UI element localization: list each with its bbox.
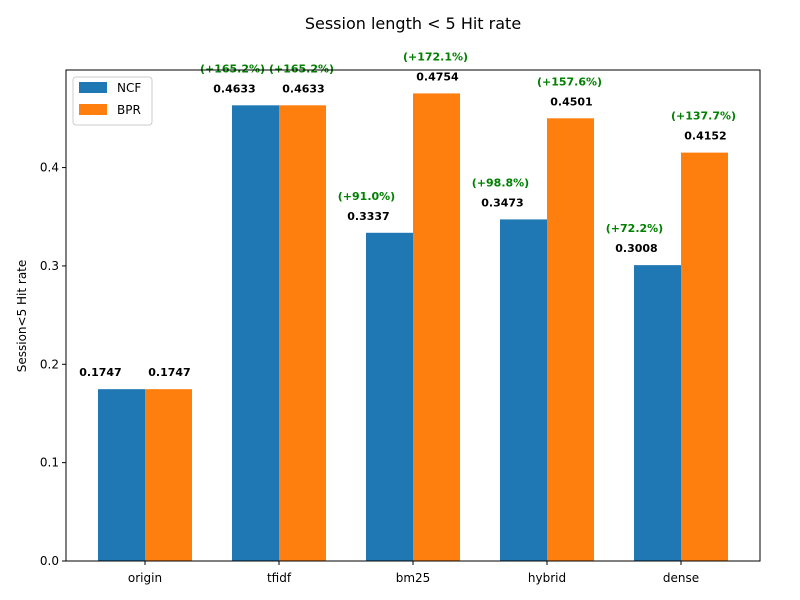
legend-swatch-ncf (79, 82, 107, 93)
legend: NCF BPR (72, 76, 153, 126)
bar-ncf-tfidf (232, 105, 279, 561)
bar-bpr-origin (145, 389, 192, 561)
bar-bpr-dense (681, 152, 728, 562)
y-tick-label: 0.3 (40, 259, 59, 273)
bar-bpr-hybrid (547, 118, 594, 562)
chart-title: Session length < 5 Hit rate (305, 14, 521, 33)
axes: origin tfidf bm25 hybrid dense 0.0 0.1 0.2 0.3 0.… (40, 161, 699, 585)
legend-swatch-bpr (79, 104, 107, 115)
x-tick-label: origin (128, 571, 162, 585)
data-label: 0.4754 (416, 70, 459, 83)
bar-ncf-hybrid (500, 219, 547, 561)
change-label: (+157.6%) (537, 75, 602, 88)
bar-ncf-dense (634, 265, 681, 561)
change-label: (+165.2%) (200, 62, 265, 75)
bar-ncf-bm25 (366, 232, 413, 562)
data-label: 0.4633 (282, 82, 324, 95)
y-tick-label: 0.4 (40, 161, 59, 175)
x-tick-label: tfidf (267, 571, 292, 585)
data-label: 0.1747 (148, 366, 190, 379)
data-label: 0.3473 (481, 196, 523, 209)
bar-bpr-bm25 (413, 93, 460, 561)
data-label: 0.4152 (684, 130, 726, 143)
y-tick-label: 0.2 (40, 357, 59, 371)
data-label: 0.1747 (79, 366, 121, 379)
legend-label-ncf: NCF (117, 81, 141, 95)
change-label: (+72.2%) (606, 222, 663, 235)
y-tick-label: 0.0 (40, 554, 59, 568)
change-label: (+98.8%) (472, 176, 529, 189)
data-label: 0.3337 (347, 210, 389, 223)
bar-bpr-tfidf (279, 105, 326, 561)
change-label: (+165.2%) (269, 62, 334, 75)
x-tick-label: hybrid (528, 571, 566, 585)
plot-marks: 0.1747 0.4633 (+165.2%) 0.3337 (+91.0%) 0.347… (79, 50, 736, 562)
change-label: (+137.7%) (671, 110, 736, 123)
x-tick-label: bm25 (396, 571, 431, 585)
change-label: (+172.1%) (403, 50, 468, 63)
y-axis-label: Session<5 Hit rate (15, 260, 29, 373)
bar-ncf-origin (98, 389, 145, 561)
y-tick-label: 0.1 (40, 456, 59, 470)
data-label: 0.3008 (615, 242, 657, 255)
data-label: 0.4501 (550, 95, 592, 108)
x-tick-label: dense (663, 571, 699, 585)
legend-label-bpr: BPR (117, 103, 141, 117)
data-label: 0.4633 (213, 82, 255, 95)
change-label: (+91.0%) (338, 190, 395, 203)
